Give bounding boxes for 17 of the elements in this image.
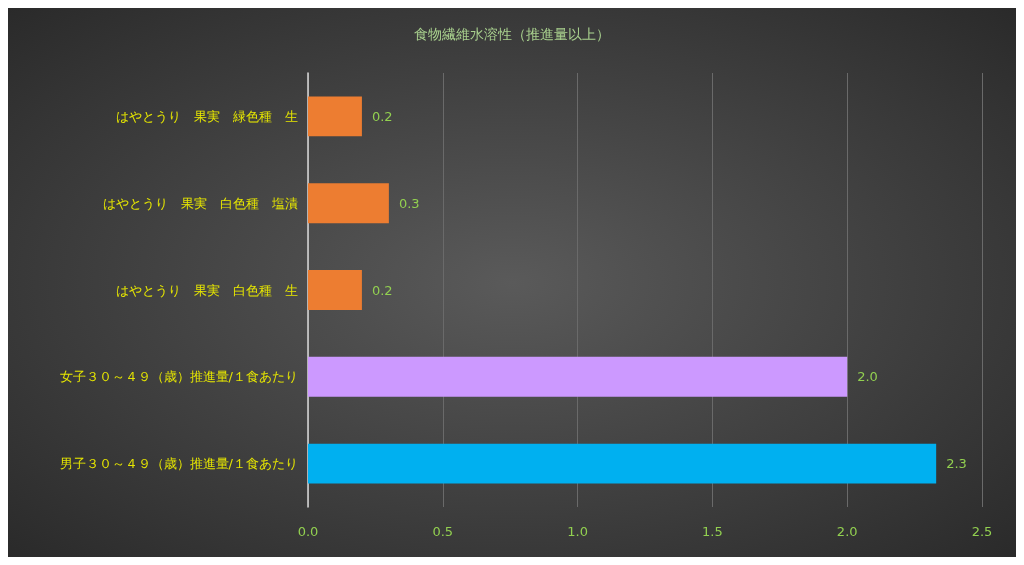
data-label: 0.2 (371, 108, 393, 124)
y-tick-label: はやとうり 果実 白色種 塩漬 (103, 195, 298, 211)
data-label: 2.3 (946, 456, 967, 472)
chart-title: 食物繊維水溶性（推進量以上） (414, 26, 610, 42)
data-label: 2.0 (857, 369, 878, 385)
y-tick-label: 男子３０～４９（歳）推進量/１食あたり (59, 456, 298, 472)
x-tick-label: 1.0 (567, 524, 588, 539)
y-tick-label: はやとうり 果実 白色種 生 (116, 282, 298, 298)
y-tick-label: 女子３０～４９（歳）推進量/１食あたり (59, 369, 298, 385)
x-tick-label: 0.0 (297, 524, 319, 539)
data-label: 0.2 (371, 282, 393, 298)
x-tick-label: 2.5 (971, 524, 993, 539)
x-tick-label: 1.5 (702, 524, 723, 539)
y-tick-label: はやとうり 果実 緑色種 生 (116, 108, 298, 124)
x-tick-label: 0.5 (432, 524, 454, 539)
x-tick-label: 2.0 (836, 524, 858, 539)
data-label: 0.3 (398, 195, 420, 211)
